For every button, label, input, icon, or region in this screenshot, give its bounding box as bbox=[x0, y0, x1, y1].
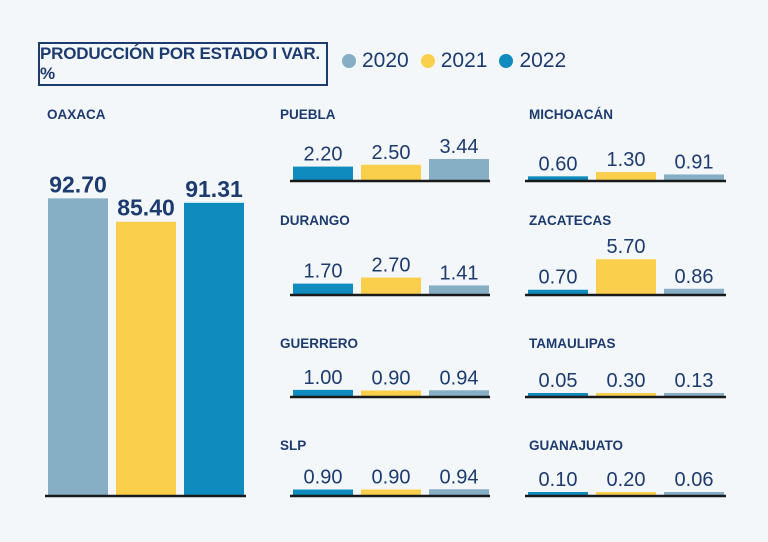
value-label-guanajuato-2021: 0.20 bbox=[607, 469, 646, 491]
state-label-slp: SLP bbox=[280, 438, 306, 453]
legend: 2020 2021 2022 bbox=[342, 48, 578, 74]
bar-tamaulipas-2022 bbox=[528, 393, 588, 396]
value-label-michoacan-2021: 1.30 bbox=[607, 149, 646, 171]
value-label-tamaulipas-2021: 0.30 bbox=[607, 370, 646, 392]
value-label-guanajuato-2020: 0.06 bbox=[675, 469, 714, 491]
bar-guerrero-2020 bbox=[429, 390, 489, 396]
bar-puebla-2021 bbox=[361, 164, 421, 180]
value-label-michoacan-2020: 0.91 bbox=[675, 151, 714, 173]
bar-puebla-2022 bbox=[293, 166, 353, 180]
state-label-guanajuato: GUANAJUATO bbox=[529, 438, 623, 453]
value-label-oaxaca-2020: 92.70 bbox=[49, 171, 107, 197]
bar-zacatecas-2022 bbox=[528, 289, 588, 294]
state-label-guerrero: GUERRERO bbox=[280, 336, 358, 351]
value-label-tamaulipas-2020: 0.13 bbox=[675, 370, 714, 392]
bar-slp-2021 bbox=[361, 489, 421, 495]
value-label-guerrero-2020: 0.94 bbox=[440, 367, 479, 389]
legend-label-2020: 2020 bbox=[362, 49, 409, 72]
state-label-durango: DURANGO bbox=[280, 213, 350, 228]
bar-tamaulipas-2020 bbox=[664, 393, 724, 396]
state-label-puebla: PUEBLA bbox=[280, 107, 336, 122]
legend-swatch-2021 bbox=[420, 54, 435, 68]
bar-puebla-2020 bbox=[429, 159, 489, 180]
value-label-guanajuato-2022: 0.10 bbox=[539, 469, 578, 491]
bar-durango-2021 bbox=[361, 277, 421, 294]
value-label-zacatecas-2020: 0.86 bbox=[675, 266, 714, 288]
legend-item-2022: 2022 bbox=[499, 49, 566, 73]
value-label-oaxaca-2022: 91.31 bbox=[185, 176, 243, 202]
legend-swatch-2022 bbox=[499, 54, 514, 68]
value-label-slp-2022: 0.90 bbox=[304, 467, 343, 489]
bar-durango-2020 bbox=[429, 285, 489, 294]
bar-durango-2022 bbox=[293, 283, 353, 294]
bar-guerrero-2022 bbox=[293, 389, 353, 396]
value-label-guerrero-2022: 1.00 bbox=[304, 367, 343, 389]
value-label-tamaulipas-2022: 0.05 bbox=[539, 370, 578, 392]
chart-title: PRODUCCIÓN POR ESTADO I VAR. % bbox=[38, 42, 328, 86]
value-label-durango-2021: 2.70 bbox=[372, 255, 411, 277]
bar-zacatecas-2020 bbox=[664, 288, 724, 294]
bar-slp-2020 bbox=[429, 489, 489, 495]
value-label-guerrero-2021: 0.90 bbox=[372, 368, 411, 390]
value-label-zacatecas-2022: 0.70 bbox=[539, 267, 578, 289]
value-label-zacatecas-2021: 5.70 bbox=[607, 236, 646, 258]
bar-guanajuato-2021 bbox=[596, 492, 656, 495]
value-label-oaxaca-2021: 85.40 bbox=[117, 195, 175, 221]
legend-item-2021: 2021 bbox=[420, 49, 488, 73]
legend-item-2020: 2020 bbox=[342, 49, 409, 73]
bar-guanajuato-2020 bbox=[664, 492, 724, 495]
bar-zacatecas-2021 bbox=[596, 259, 656, 294]
bar-michoacan-2021 bbox=[596, 172, 656, 180]
state-label-zacatecas: ZACATECAS bbox=[529, 213, 611, 228]
legend-label-2021: 2021 bbox=[440, 49, 488, 72]
value-label-puebla-2022: 2.20 bbox=[304, 144, 343, 166]
bar-oaxaca-2022 bbox=[184, 202, 244, 496]
value-label-durango-2022: 1.70 bbox=[304, 261, 343, 283]
bar-oaxaca-2021 bbox=[116, 221, 176, 495]
value-label-durango-2020: 1.41 bbox=[440, 262, 479, 284]
legend-label-2022: 2022 bbox=[519, 49, 567, 72]
bar-slp-2022 bbox=[293, 489, 353, 495]
legend-swatch-2020 bbox=[342, 54, 356, 68]
value-label-slp-2020: 0.94 bbox=[440, 466, 479, 488]
value-label-michoacan-2022: 0.60 bbox=[539, 153, 578, 175]
value-label-puebla-2020: 3.44 bbox=[440, 136, 479, 158]
value-label-puebla-2021: 2.50 bbox=[372, 142, 411, 164]
state-label-oaxaca: OAXACA bbox=[47, 107, 106, 122]
bar-michoacan-2022 bbox=[528, 176, 588, 180]
bar-oaxaca-2020 bbox=[48, 198, 108, 496]
value-label-slp-2021: 0.90 bbox=[372, 467, 411, 489]
state-label-tamaulipas: TAMAULIPAS bbox=[529, 336, 616, 351]
bar-tamaulipas-2021 bbox=[596, 393, 656, 396]
bar-guanajuato-2022 bbox=[528, 492, 588, 495]
bar-michoacan-2020 bbox=[664, 174, 724, 180]
state-label-michoacan: MICHOACÁN bbox=[529, 107, 613, 122]
bar-guerrero-2021 bbox=[361, 390, 421, 396]
